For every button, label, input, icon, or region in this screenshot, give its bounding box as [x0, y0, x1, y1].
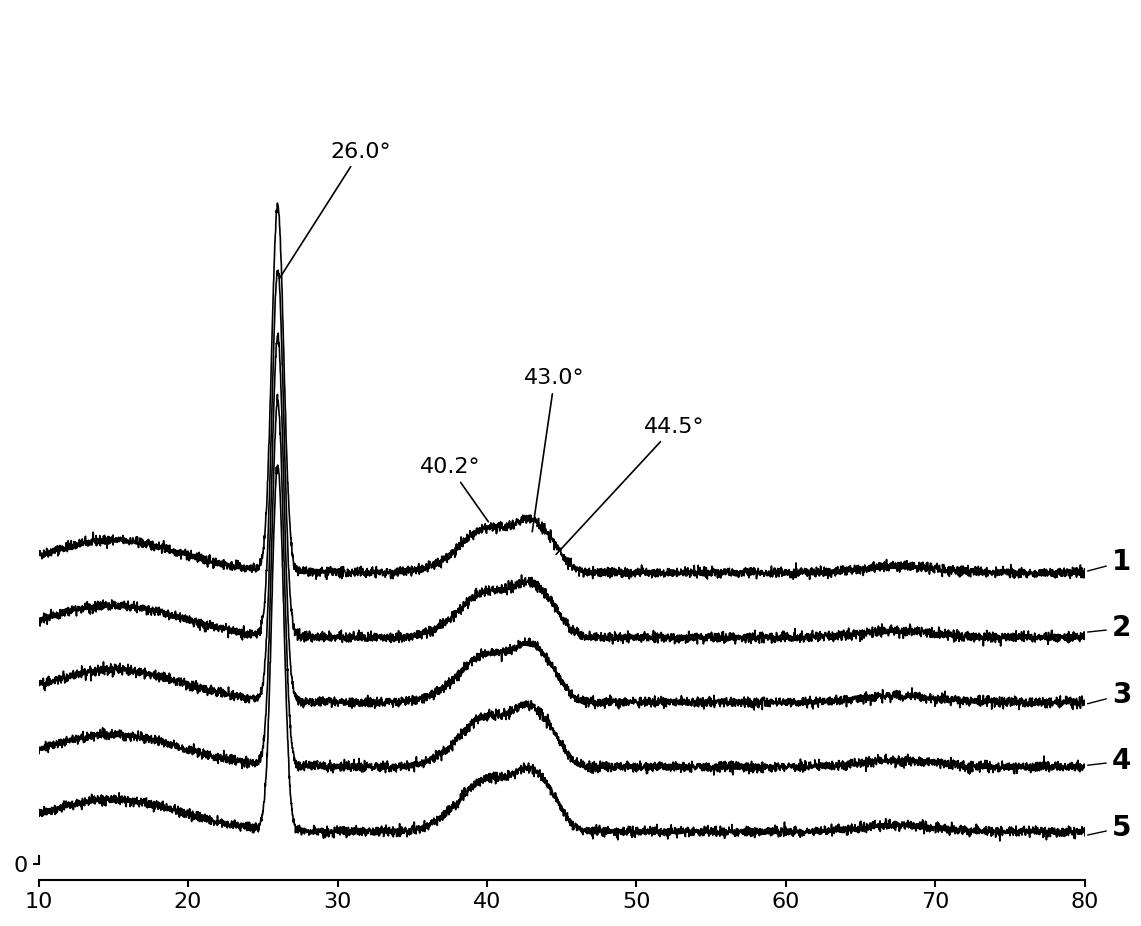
Text: 43.0°: 43.0°	[525, 369, 585, 532]
Text: 40.2°: 40.2°	[420, 457, 488, 521]
Text: 2: 2	[1087, 615, 1131, 643]
Text: 26.0°: 26.0°	[280, 142, 390, 279]
Text: 1: 1	[1087, 548, 1131, 576]
Text: 5: 5	[1087, 814, 1131, 842]
Text: 3: 3	[1087, 681, 1131, 709]
Text: 4: 4	[1087, 747, 1131, 775]
Text: 44.5°: 44.5°	[556, 417, 704, 555]
